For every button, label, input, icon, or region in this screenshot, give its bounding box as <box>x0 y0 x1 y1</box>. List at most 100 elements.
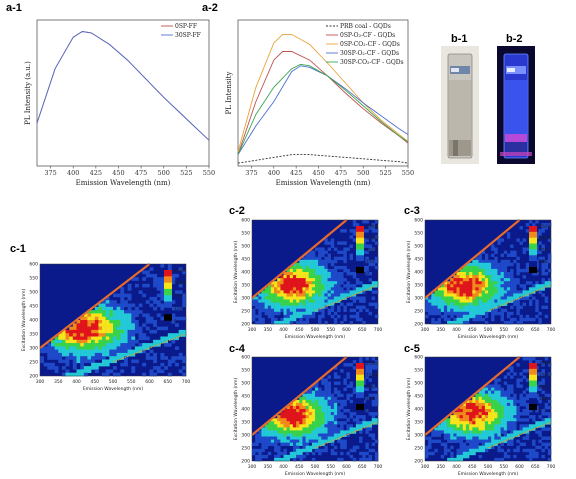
heat-cell <box>371 290 376 294</box>
y-tick-label: 450 <box>241 394 250 400</box>
heat-cell <box>102 352 106 357</box>
heat-cell <box>484 405 489 410</box>
heat-cell <box>299 427 303 431</box>
heat-cell <box>465 421 470 425</box>
heat-cell <box>491 253 495 257</box>
heat-cell <box>450 439 454 443</box>
heat-cell <box>318 424 322 428</box>
heat-cell <box>258 305 262 309</box>
heat-cell <box>431 317 435 322</box>
heat-cell <box>459 268 463 273</box>
heat-cell <box>497 278 501 282</box>
heat-cell <box>120 333 125 337</box>
heat-cell <box>500 238 504 242</box>
heat-cell <box>171 359 176 364</box>
heat-cell <box>76 349 81 354</box>
heat-cell <box>541 247 545 251</box>
heat-cell <box>124 339 128 344</box>
heat-cell <box>337 381 341 385</box>
heat-cell <box>264 311 268 316</box>
heat-cell <box>261 454 265 459</box>
heat-cell <box>434 439 438 443</box>
heat-cell <box>267 430 272 434</box>
heat-cell <box>481 281 486 285</box>
heat-cell <box>109 352 114 357</box>
heat-cell <box>302 445 306 450</box>
heat-cell <box>283 424 287 428</box>
heat-cell <box>98 316 103 321</box>
heat-cell <box>497 387 501 391</box>
heat-cell <box>362 320 366 325</box>
heat-cell <box>437 424 441 428</box>
heat-cell <box>440 454 445 459</box>
heat-cell <box>462 284 467 288</box>
heat-cell <box>308 399 313 404</box>
heat-cell <box>47 366 52 370</box>
y-tick-label: 200 <box>241 459 250 465</box>
heat-cell <box>510 430 514 434</box>
colorbar-segment <box>529 392 537 399</box>
heat-cell <box>289 442 294 446</box>
heat-cell <box>286 430 290 434</box>
heat-cell <box>371 366 376 370</box>
heat-cell <box>481 262 486 267</box>
heat-cell <box>343 308 347 313</box>
heat-cell <box>343 250 347 254</box>
heat-cell <box>274 320 278 325</box>
heat-cell <box>311 409 316 413</box>
heat-cell <box>472 433 476 437</box>
heat-cell <box>299 320 303 325</box>
heat-cell <box>437 317 441 322</box>
heat-cell <box>355 424 360 428</box>
heat-cell <box>425 308 429 313</box>
heat-cell <box>264 296 268 300</box>
heat-cell <box>365 375 369 379</box>
heat-cell <box>529 360 533 364</box>
heat-cell <box>289 308 294 313</box>
heat-cell <box>494 402 498 407</box>
heat-cell <box>182 366 187 370</box>
heat-cell <box>120 310 125 314</box>
heat-cell <box>472 399 476 404</box>
heat-cell <box>311 262 316 267</box>
heat-cell <box>324 272 328 276</box>
heat-cell <box>352 457 357 462</box>
heat-cell <box>296 268 300 273</box>
rayleigh-scatter-line <box>251 356 348 436</box>
heat-cell <box>131 320 136 324</box>
heat-cell <box>277 308 281 313</box>
heat-cell <box>280 290 284 294</box>
heat-cell <box>315 299 319 303</box>
heat-cell <box>349 448 353 453</box>
colorbar-label: 1500 <box>366 236 378 242</box>
heat-cell <box>506 393 511 398</box>
heat-cell <box>541 268 545 273</box>
heat-cell <box>299 272 303 276</box>
heat-cell <box>321 290 325 294</box>
heat-cell <box>261 448 265 453</box>
heat-cell <box>160 369 165 373</box>
heat-cell <box>305 445 309 450</box>
heat-cell <box>497 439 501 443</box>
heat-cell <box>500 418 504 422</box>
heatmap-c1: 300 350 400 450 500 550 600 650 7006005505004504… <box>21 262 190 393</box>
heat-cell <box>258 439 262 443</box>
heat-cell <box>484 393 489 398</box>
heat-cell <box>437 308 441 313</box>
heat-cell <box>120 369 125 373</box>
heat-cell <box>330 405 335 410</box>
heat-cell <box>481 305 486 309</box>
heat-cell <box>362 418 366 422</box>
heat-cell <box>277 320 281 325</box>
heat-cell <box>478 430 482 434</box>
heat-cell <box>127 352 132 357</box>
heat-cell <box>261 439 265 443</box>
heat-cell <box>516 293 520 297</box>
heat-cell <box>494 433 498 437</box>
heat-cell <box>299 314 303 319</box>
heat-cell <box>280 305 284 309</box>
heat-cell <box>315 256 319 261</box>
heat-cell <box>513 418 517 422</box>
heat-cell <box>308 436 313 440</box>
heat-cell <box>475 287 479 291</box>
